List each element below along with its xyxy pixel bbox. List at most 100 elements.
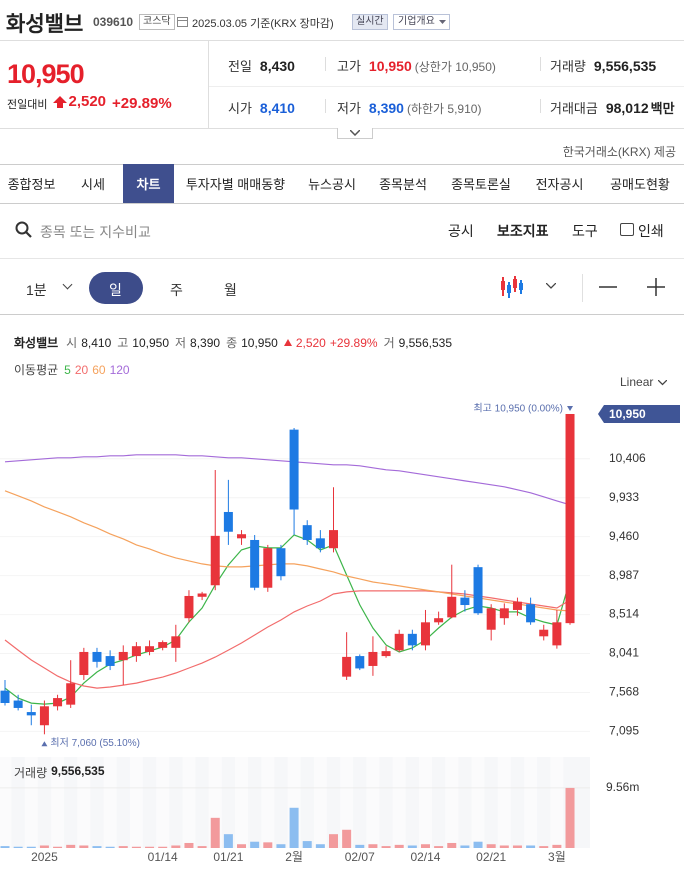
- x-tick-label: 01/21: [213, 850, 243, 864]
- volume-stripe: [418, 757, 432, 848]
- stat: 거래량 9,556,535: [550, 56, 656, 75]
- tab[interactable]: 투자자별 매매동향: [185, 177, 286, 192]
- volume-bar: [145, 846, 155, 848]
- volume-stripe: [182, 757, 196, 848]
- candle-body: [407, 633, 417, 646]
- tab[interactable]: 시세: [81, 177, 105, 192]
- divider: [540, 99, 541, 113]
- candle-body: [447, 596, 457, 618]
- change-rate: +29.89%: [112, 94, 172, 112]
- volume-stripe: [392, 757, 406, 848]
- company-info-button[interactable]: 기업개요: [393, 14, 450, 30]
- change-label: 전일대비: [7, 98, 48, 111]
- divider: [582, 274, 583, 302]
- stat-label: 고가: [337, 59, 361, 74]
- stat-value: 9,556,535: [593, 58, 657, 74]
- calendar-icon: [177, 17, 188, 27]
- candle-body: [539, 629, 549, 637]
- x-tick-label: 01/14: [148, 850, 178, 864]
- stock-name: 화성밸브: [6, 13, 84, 36]
- volume-bar: [368, 844, 378, 848]
- volume-stripe: [235, 757, 249, 848]
- period-button[interactable]: 월: [224, 282, 237, 298]
- summary-label: 시: [66, 336, 78, 350]
- period-button[interactable]: 1분: [26, 282, 47, 298]
- candle-body: [526, 604, 536, 623]
- volume-bar: [539, 846, 549, 848]
- candle-body: [158, 642, 168, 648]
- tool-button[interactable]: 인쇄: [638, 223, 664, 239]
- candle-body: [329, 530, 338, 549]
- volume-bar: [92, 846, 102, 848]
- candle-body: [342, 656, 352, 677]
- y-tick-label: 8,041: [609, 646, 639, 660]
- zoom-out-button[interactable]: [599, 286, 617, 288]
- candle-body: [171, 636, 181, 648]
- volume-stripe: [261, 757, 275, 848]
- tab[interactable]: 뉴스공시: [308, 177, 356, 192]
- volume-bar: [552, 844, 562, 848]
- realtime-badge[interactable]: 실시간: [352, 14, 388, 30]
- period-button[interactable]: 주: [170, 282, 183, 298]
- tab[interactable]: 전자공시: [535, 177, 584, 192]
- volume-bar: [210, 817, 220, 848]
- volume-bar: [342, 829, 352, 848]
- up-arrow-icon: [53, 95, 68, 108]
- candle-body: [381, 651, 391, 657]
- volume-bar: [289, 807, 299, 848]
- volume-bar: [197, 846, 207, 848]
- low-annotation: 최저 7,060 (55.10%): [50, 737, 140, 749]
- low-marker: [41, 741, 48, 747]
- tab[interactable]: 종목토론실: [451, 177, 511, 192]
- legend-entry: 5: [64, 363, 71, 377]
- last-price-label: 10,950: [609, 407, 646, 421]
- stat: 전일 8,430: [228, 56, 295, 75]
- candle-body: [368, 651, 378, 666]
- volume-stripe: [0, 757, 12, 848]
- divider: [0, 258, 684, 259]
- candle-body: [223, 511, 233, 532]
- scale-selector[interactable]: Linear: [620, 375, 669, 389]
- volume-bar: [263, 842, 273, 848]
- tool-button[interactable]: 도구: [572, 223, 598, 239]
- chart-type-icon[interactable]: [499, 274, 527, 300]
- tab[interactable]: 공매도현황: [610, 177, 670, 192]
- summary-label: 저: [175, 336, 187, 350]
- volume-bar: [302, 841, 312, 848]
- volume-title: 거래량: [14, 766, 48, 780]
- volume-value: 9,556,535: [51, 764, 105, 778]
- tool-button[interactable]: 보조지표: [497, 223, 549, 239]
- search-input[interactable]: 종목 또는 지수비교: [40, 224, 151, 240]
- candle-body: [39, 706, 49, 726]
- stat-label: 시가: [228, 101, 252, 116]
- volume-bar: [381, 846, 391, 848]
- summary-label: 거: [383, 336, 395, 350]
- stat-value: 8,390: [368, 100, 404, 116]
- zoom-in-button[interactable]: [647, 278, 665, 296]
- volume-tick-label: 9.56m: [606, 780, 639, 794]
- print-icon: [620, 223, 634, 236]
- volume-bar: [13, 846, 23, 848]
- stat: 시가 8,410: [228, 98, 295, 117]
- stat-unit: 백만: [650, 101, 675, 116]
- tab[interactable]: 종목분석: [379, 177, 427, 192]
- volume-bar: [223, 834, 233, 848]
- candle-body: [237, 534, 247, 539]
- candle-body: [131, 646, 141, 657]
- x-tick-label: 3월: [548, 850, 566, 864]
- candle-body: [394, 633, 404, 651]
- candle-body: [118, 651, 128, 661]
- volume-bar: [486, 844, 496, 848]
- high-annotation: 최고 10,950 (0.00%): [473, 403, 563, 415]
- summary-value: 8,410: [81, 336, 112, 350]
- x-tick-label: 02/14: [410, 850, 440, 864]
- chevron-icon[interactable]: [546, 283, 556, 289]
- tab[interactable]: 종합정보: [7, 177, 56, 192]
- candle-body: [53, 698, 63, 707]
- expand-toggle[interactable]: [337, 128, 373, 139]
- tool-button[interactable]: 공시: [448, 223, 474, 239]
- tab[interactable]: 차트: [123, 164, 174, 203]
- candle-body: [105, 656, 115, 666]
- period-button[interactable]: 일: [109, 282, 122, 298]
- chevron-icon: [658, 380, 668, 386]
